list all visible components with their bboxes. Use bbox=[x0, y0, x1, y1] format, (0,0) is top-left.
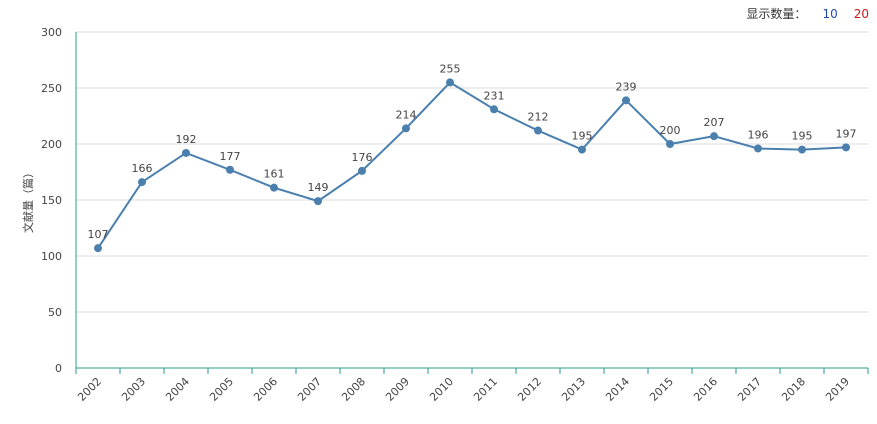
data-point[interactable] bbox=[94, 244, 102, 253]
data-labels: 107 166 192 177 161 149 176 214 255 231 212 195 239 2… bbox=[88, 62, 857, 241]
y-tick-label: 150 bbox=[41, 194, 62, 207]
x-tick-label: 2004 bbox=[163, 375, 192, 404]
data-label: 176 bbox=[352, 151, 373, 164]
x-tick-label: 2003 bbox=[119, 375, 148, 404]
data-label: 161 bbox=[264, 168, 285, 181]
series-line bbox=[97, 81, 847, 249]
data-label: 231 bbox=[484, 89, 505, 102]
data-label: 212 bbox=[528, 111, 549, 124]
x-tick-labels: 2002 2003 2004 2005 2006 2007 2008 2009 2010 2011… bbox=[75, 375, 852, 404]
y-axis-label: 文献量（篇） bbox=[21, 167, 35, 233]
x-tick-label: 2017 bbox=[735, 375, 764, 404]
data-point[interactable] bbox=[578, 145, 586, 154]
display-count-control: 显示数量： 10 20 bbox=[746, 5, 869, 22]
data-point[interactable] bbox=[182, 148, 190, 157]
data-points bbox=[94, 78, 850, 253]
data-point[interactable] bbox=[358, 166, 366, 175]
data-point[interactable] bbox=[710, 132, 718, 141]
x-tick-label: 2011 bbox=[471, 375, 500, 404]
y-tick-labels: 0 50 100 150 200 250 300 bbox=[41, 26, 62, 375]
data-label: 149 bbox=[308, 181, 329, 194]
data-point[interactable] bbox=[270, 183, 278, 192]
x-tick-label: 2012 bbox=[515, 375, 544, 404]
data-point[interactable] bbox=[666, 140, 674, 148]
data-point[interactable] bbox=[490, 105, 498, 114]
y-tick-label: 300 bbox=[41, 26, 62, 39]
data-point[interactable] bbox=[402, 124, 410, 133]
data-label: 177 bbox=[220, 150, 241, 163]
axes bbox=[75, 32, 869, 374]
x-tick-label: 2018 bbox=[779, 375, 808, 404]
data-label: 207 bbox=[704, 116, 725, 129]
data-point[interactable] bbox=[842, 143, 850, 152]
display-count-option-20[interactable]: 20 bbox=[853, 6, 869, 21]
y-tick-label: 200 bbox=[41, 138, 62, 151]
data-label: 195 bbox=[792, 130, 813, 143]
data-point[interactable] bbox=[138, 178, 146, 187]
y-tick-label: 0 bbox=[55, 362, 62, 375]
x-tick-label: 2008 bbox=[339, 375, 368, 404]
grid-lines bbox=[76, 31, 868, 313]
data-label: 192 bbox=[176, 133, 197, 146]
x-tick-label: 2015 bbox=[647, 375, 676, 404]
data-point[interactable] bbox=[446, 78, 454, 87]
data-label: 197 bbox=[836, 127, 857, 140]
data-point[interactable] bbox=[622, 96, 630, 105]
x-tick-label: 2006 bbox=[251, 375, 280, 404]
x-tick-label: 2002 bbox=[75, 375, 104, 404]
data-point[interactable] bbox=[534, 126, 542, 135]
data-point[interactable] bbox=[314, 197, 322, 206]
x-tick-label: 2007 bbox=[295, 375, 324, 404]
y-tick-label: 100 bbox=[41, 250, 62, 263]
data-point[interactable] bbox=[798, 145, 806, 154]
x-tick-label: 2013 bbox=[559, 375, 588, 404]
x-tick-label: 2019 bbox=[823, 375, 852, 404]
data-label: 239 bbox=[616, 80, 637, 93]
data-point[interactable] bbox=[754, 144, 762, 153]
data-label: 195 bbox=[572, 130, 593, 143]
data-label: 196 bbox=[748, 128, 769, 141]
y-tick-label: 50 bbox=[48, 306, 62, 319]
y-tick-label: 250 bbox=[41, 82, 62, 95]
x-tick-label: 2014 bbox=[603, 375, 632, 404]
data-label: 107 bbox=[88, 228, 109, 241]
display-count-label: 显示数量： bbox=[746, 7, 807, 21]
data-point[interactable] bbox=[226, 165, 234, 174]
x-tick-label: 2009 bbox=[383, 375, 412, 404]
x-tick-label: 2005 bbox=[207, 375, 236, 404]
data-label: 200 bbox=[660, 124, 681, 137]
display-count-option-10[interactable]: 10 bbox=[822, 6, 838, 21]
x-tick-label: 2010 bbox=[427, 375, 456, 404]
data-label: 255 bbox=[440, 62, 461, 75]
data-label: 166 bbox=[132, 162, 153, 175]
data-label: 214 bbox=[396, 108, 417, 121]
x-tick-label: 2016 bbox=[691, 375, 720, 404]
